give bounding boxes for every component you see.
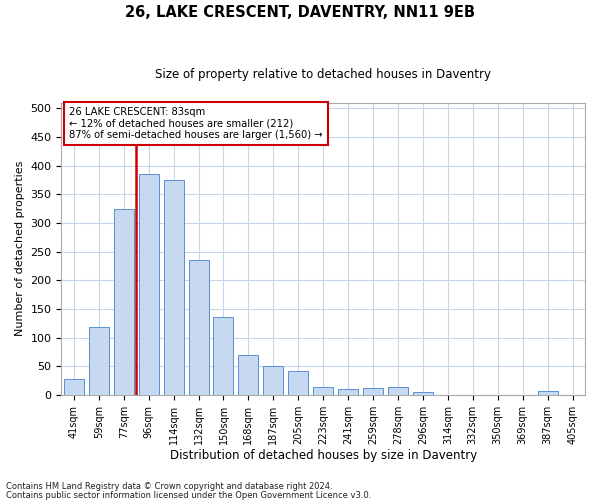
Bar <box>188 260 209 395</box>
Bar <box>388 387 408 395</box>
Bar <box>64 380 84 395</box>
Bar <box>164 180 184 395</box>
Text: Contains public sector information licensed under the Open Government Licence v3: Contains public sector information licen… <box>6 490 371 500</box>
Bar <box>89 327 109 395</box>
Bar <box>139 174 158 395</box>
Title: Size of property relative to detached houses in Daventry: Size of property relative to detached ho… <box>155 68 491 80</box>
Bar <box>363 388 383 395</box>
Text: 26, LAKE CRESCENT, DAVENTRY, NN11 9EB: 26, LAKE CRESCENT, DAVENTRY, NN11 9EB <box>125 5 475 20</box>
Bar <box>338 389 358 395</box>
Bar <box>263 366 283 395</box>
Bar <box>238 354 259 395</box>
Y-axis label: Number of detached properties: Number of detached properties <box>15 161 25 336</box>
Bar <box>114 208 134 395</box>
Bar <box>313 387 333 395</box>
Text: 26 LAKE CRESCENT: 83sqm
← 12% of detached houses are smaller (212)
87% of semi-d: 26 LAKE CRESCENT: 83sqm ← 12% of detache… <box>69 107 323 140</box>
Bar <box>288 371 308 395</box>
X-axis label: Distribution of detached houses by size in Daventry: Distribution of detached houses by size … <box>170 450 477 462</box>
Bar <box>413 392 433 395</box>
Bar <box>538 391 557 395</box>
Bar <box>214 318 233 395</box>
Text: Contains HM Land Registry data © Crown copyright and database right 2024.: Contains HM Land Registry data © Crown c… <box>6 482 332 491</box>
